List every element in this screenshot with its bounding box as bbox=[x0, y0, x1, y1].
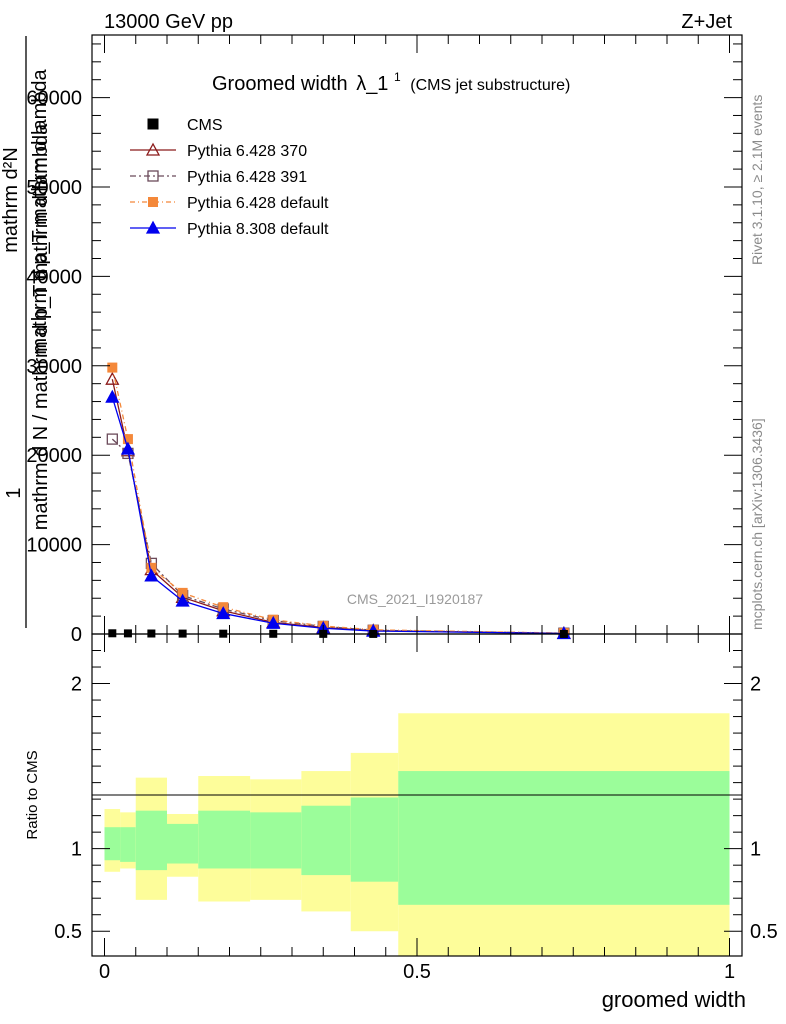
energy-label: 13000 GeV pp bbox=[104, 11, 233, 33]
legend-item: Pythia 8.308 default bbox=[130, 220, 329, 238]
series-line bbox=[111, 396, 564, 635]
title-paren: (CMS jet substructure) bbox=[410, 77, 570, 94]
ratio-band-stat bbox=[120, 827, 136, 862]
ratio-band-stat bbox=[135, 810, 167, 871]
data-point bbox=[123, 629, 132, 638]
ratio-ytick-label: 0.5 bbox=[54, 921, 82, 943]
ratio-ytick-label-right: 0.5 bbox=[750, 921, 778, 943]
data-point bbox=[106, 433, 118, 445]
ratio-bands bbox=[104, 713, 730, 956]
x-axis-title: groomed width bbox=[602, 987, 746, 1012]
legend-marker bbox=[147, 118, 159, 130]
data-point bbox=[107, 362, 118, 373]
legend-item: Pythia 6.428 default bbox=[130, 195, 329, 212]
source-label: mcplots.cern.ch [arXiv:1306.3436] bbox=[749, 418, 765, 630]
data-point bbox=[177, 587, 188, 598]
main-ytick-label: 50000 bbox=[26, 177, 82, 199]
series-2 bbox=[106, 433, 570, 639]
main-ytick-label: 40000 bbox=[26, 266, 82, 288]
legend-item: Pythia 6.428 370 bbox=[130, 142, 307, 160]
ylabel-numerator-bottom: mathrm d p_T mathrm d lambda bbox=[29, 68, 51, 354]
ylabel-denominator: mathrm d N / mathrm d p_T mathrm d lambd… bbox=[30, 123, 52, 530]
legend-item: CMS bbox=[147, 117, 223, 134]
legend-label: Pythia 6.428 391 bbox=[187, 169, 307, 186]
title-sup: 1 bbox=[394, 70, 401, 84]
xtick-label: 1 bbox=[724, 961, 735, 983]
ylabel-one: 1 bbox=[3, 487, 25, 498]
main-ytick-label: 10000 bbox=[26, 535, 82, 557]
rivet-label: Rivet 3.1.10, ≥ 2.1M events bbox=[749, 95, 765, 265]
legend-label: Pythia 8.308 default bbox=[187, 221, 329, 238]
ratio-ytick-label-right: 1 bbox=[750, 839, 761, 861]
data-point bbox=[120, 441, 136, 455]
data-point bbox=[216, 606, 231, 620]
ratio-band-stat bbox=[250, 812, 302, 869]
data-point bbox=[105, 371, 120, 385]
data-point bbox=[266, 615, 281, 629]
ratio-ytick-label: 1 bbox=[71, 839, 82, 861]
title-symbol: λ_1 bbox=[356, 73, 388, 95]
ylabel-numerator-top: mathrm d²N bbox=[0, 147, 22, 253]
legend-marker bbox=[145, 142, 161, 156]
series-4 bbox=[105, 389, 571, 640]
y-axis-title: 1 mathrm d N / mathrm d p_T mathrm d lam… bbox=[0, 36, 52, 628]
ratio-band-stat bbox=[350, 797, 399, 882]
legend: CMS Pythia 6.428 370 Pythia 6.428 391 Pythi… bbox=[130, 117, 329, 238]
data-point bbox=[105, 389, 120, 403]
title-text: Groomed width bbox=[212, 73, 348, 95]
data-point bbox=[175, 593, 190, 607]
xtick-label: 0.5 bbox=[403, 961, 431, 983]
series-1 bbox=[105, 371, 571, 640]
ratio-band-stat bbox=[167, 823, 199, 864]
data-point bbox=[144, 568, 159, 582]
legend-label: Pythia 6.428 default bbox=[187, 195, 329, 212]
main-ytick-label: 20000 bbox=[26, 445, 82, 467]
ratio-band-stat bbox=[301, 805, 351, 876]
ratio-band-stat bbox=[198, 810, 251, 869]
ratio-band-stat bbox=[104, 827, 121, 861]
legend-marker bbox=[148, 197, 158, 207]
axis-ticks: 0 10000 20000 30000 40000 50000 60000 0.5 0.5 1 1 2… bbox=[26, 35, 778, 983]
main-series-layer bbox=[105, 362, 571, 640]
plot-title: Groomed width λ_1 1 (CMS jet substructur… bbox=[212, 64, 570, 95]
ratio-ytick-label: 2 bbox=[71, 674, 82, 696]
legend-marker bbox=[145, 220, 161, 234]
process-label: Z+Jet bbox=[681, 11, 732, 33]
ratio-band-stat bbox=[398, 771, 730, 905]
ratio-ylabel: Ratio to CMS bbox=[24, 750, 41, 839]
legend-item: Pythia 6.428 391 bbox=[130, 169, 307, 186]
legend-label: Pythia 6.428 370 bbox=[187, 143, 307, 160]
xtick-label: 0 bbox=[99, 961, 110, 983]
data-point bbox=[108, 629, 117, 638]
watermark: CMS_2021_I1920187 bbox=[347, 591, 483, 607]
series-line bbox=[111, 367, 564, 634]
data-point bbox=[146, 562, 157, 573]
ratio-ytick-label-right: 2 bbox=[750, 674, 761, 696]
main-ytick-label: 60000 bbox=[26, 88, 82, 110]
data-point bbox=[122, 434, 133, 445]
legend-label: CMS bbox=[187, 117, 223, 134]
legend-marker bbox=[147, 170, 159, 182]
main-ytick-label: 0 bbox=[71, 624, 82, 646]
main-ytick-label: 30000 bbox=[26, 356, 82, 378]
